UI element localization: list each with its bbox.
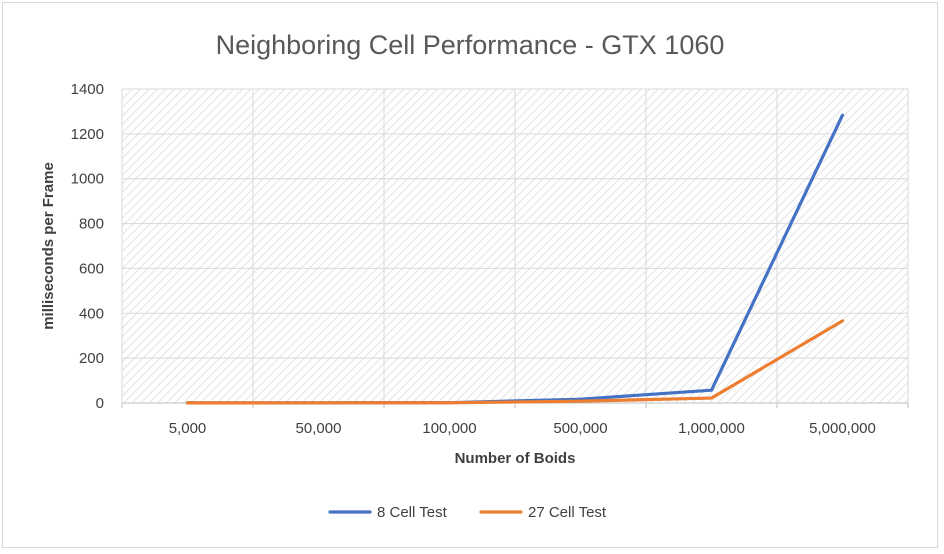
y-tick-label: 1000 — [71, 171, 104, 188]
legend-label: 27 Cell Test — [528, 504, 607, 521]
legend-label: 8 Cell Test — [377, 504, 448, 521]
y-tick-label: 1200 — [71, 126, 104, 143]
y-tick-label: 800 — [79, 216, 104, 233]
gridlines — [121, 88, 909, 408]
x-axis-ticks: 5,000 50,000 100,000 500,000 1,000,000 5,000,… — [169, 420, 876, 437]
x-tick-label: 500,000 — [553, 420, 607, 437]
x-axis-label: Number of Boids — [455, 450, 576, 467]
y-tick-label: 200 — [79, 350, 104, 367]
x-tick-label: 50,000 — [296, 420, 342, 437]
x-tick-label: 5,000 — [169, 420, 207, 437]
series-line-2 — [185, 319, 845, 405]
legend: 8 Cell Test 27 Cell Test — [328, 504, 607, 521]
x-tick-label: 100,000 — [422, 420, 476, 437]
y-axis-label: milliseconds per Frame — [40, 162, 57, 330]
chart-title: Neighboring Cell Performance - GTX 1060 — [216, 30, 725, 60]
y-tick-label: 1400 — [71, 81, 104, 98]
y-axis-ticks: 0 200 400 600 800 1000 1200 1400 — [71, 81, 104, 412]
series-lines — [185, 113, 845, 405]
y-tick-label: 400 — [79, 305, 104, 322]
x-tick-label: 5,000,000 — [809, 420, 876, 437]
y-tick-label: 0 — [96, 395, 104, 412]
x-tick-label: 1,000,000 — [678, 420, 745, 437]
y-tick-label: 600 — [79, 260, 104, 277]
